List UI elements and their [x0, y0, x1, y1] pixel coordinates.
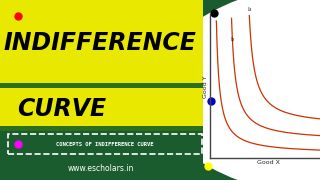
- X-axis label: Good X: Good X: [257, 160, 280, 165]
- FancyBboxPatch shape: [0, 126, 203, 131]
- Wedge shape: [154, 0, 320, 180]
- FancyBboxPatch shape: [0, 0, 203, 84]
- Text: CURVE: CURVE: [18, 97, 107, 121]
- Text: CONCEPTS OF INDIFFERENCE CURVE: CONCEPTS OF INDIFFERENCE CURVE: [56, 141, 154, 147]
- Text: www.escholars.in: www.escholars.in: [68, 164, 134, 173]
- FancyBboxPatch shape: [0, 88, 203, 127]
- Text: INDIFFERENCE: INDIFFERENCE: [3, 31, 196, 55]
- FancyBboxPatch shape: [0, 83, 203, 88]
- Text: I₂: I₂: [230, 37, 235, 42]
- FancyBboxPatch shape: [0, 0, 203, 180]
- Y-axis label: Good Y: Good Y: [203, 75, 208, 98]
- Text: I₃: I₃: [247, 7, 252, 12]
